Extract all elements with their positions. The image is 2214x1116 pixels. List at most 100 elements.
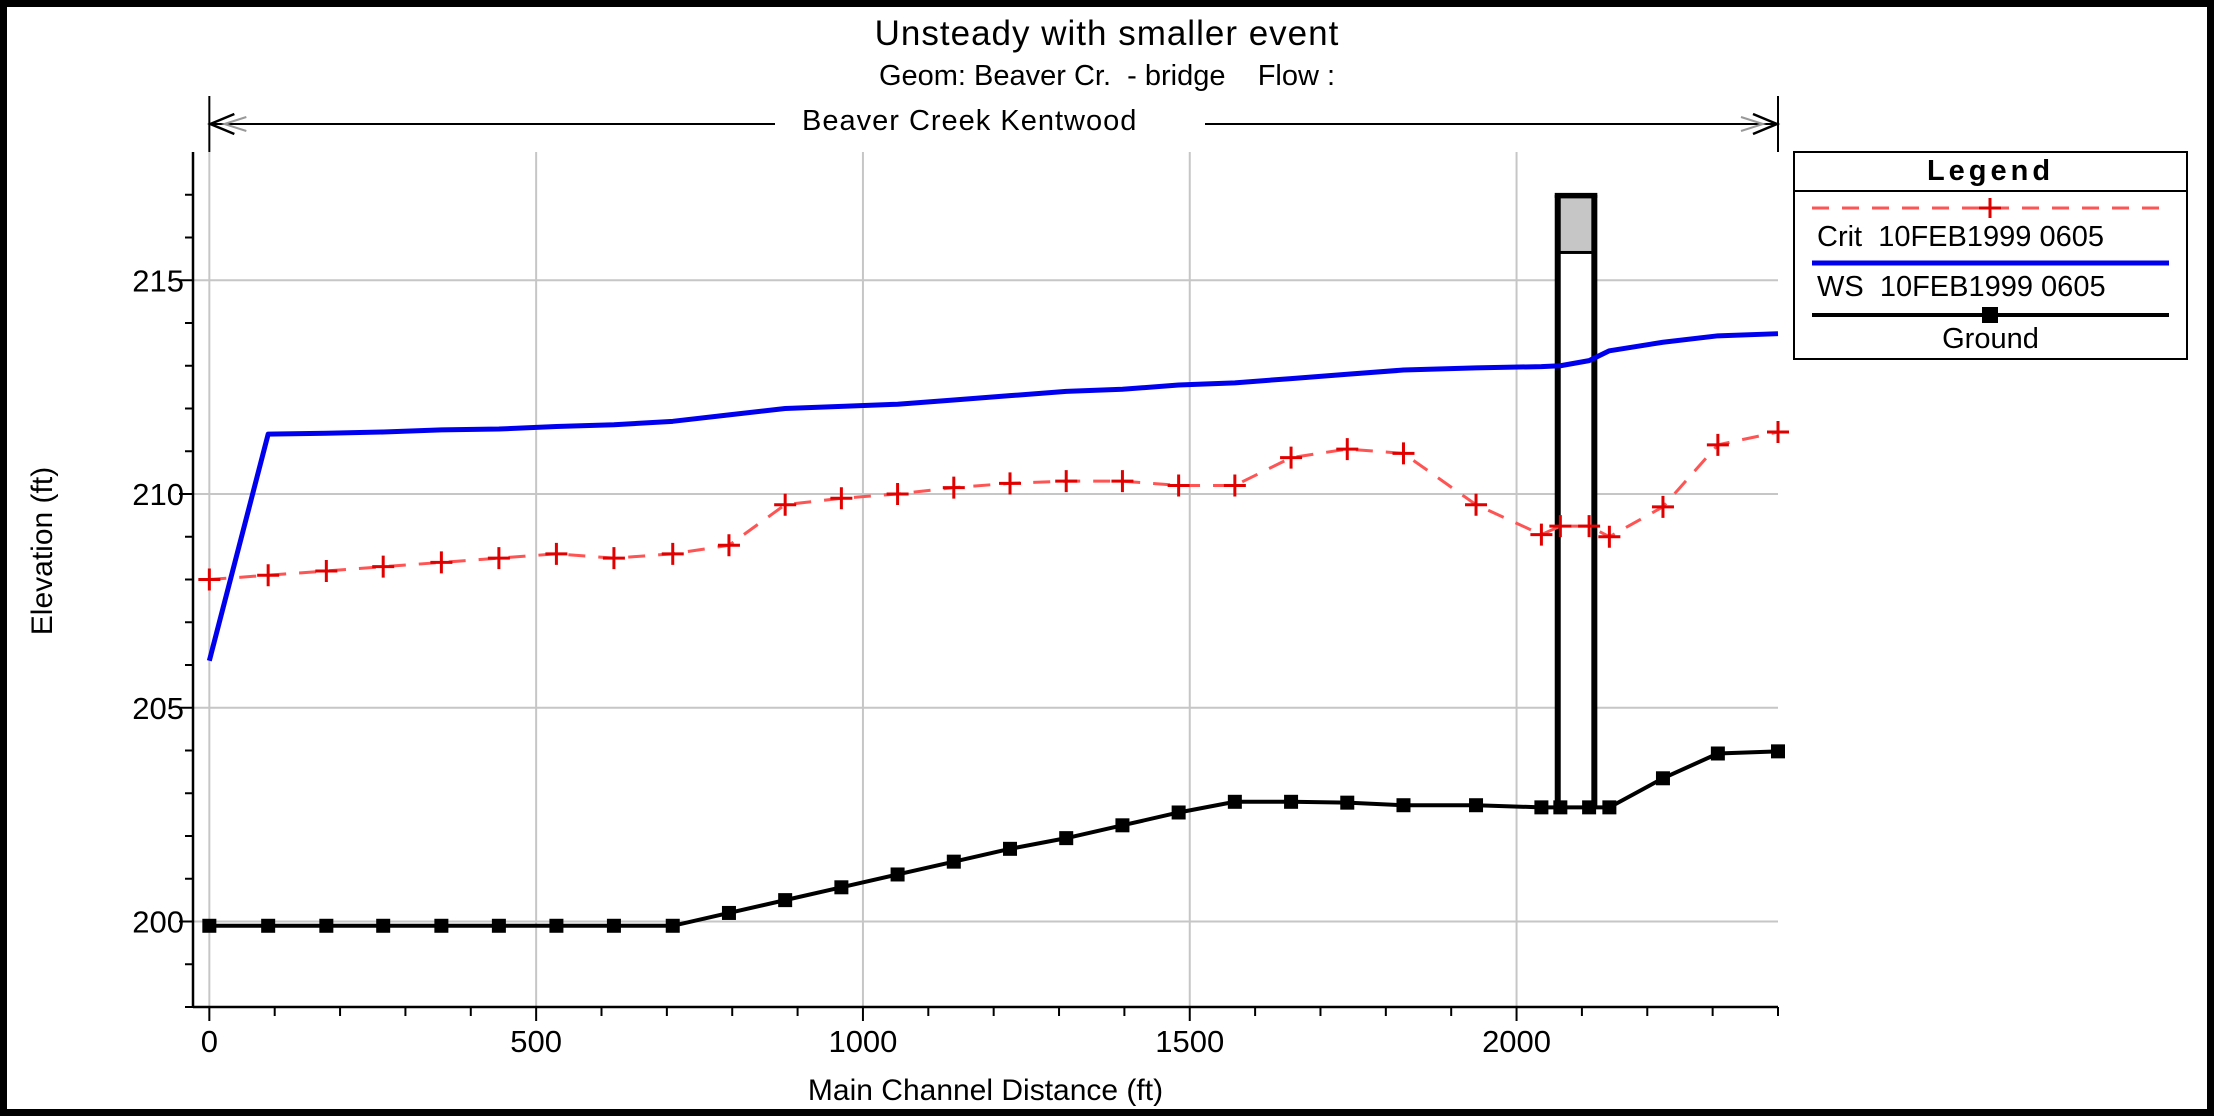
crit-plus-marker (1167, 474, 1190, 497)
bridge-deck (1556, 195, 1596, 254)
ground-square-marker (1115, 818, 1130, 833)
crit-plus-marker (1767, 421, 1789, 444)
crit-plus-marker (717, 534, 740, 557)
ground-square-marker (1534, 800, 1549, 815)
arrowhead-left-echo (221, 116, 247, 132)
crit-plus-marker (545, 542, 568, 565)
crit-plus-marker (1598, 525, 1621, 548)
ground-square-marker (1469, 798, 1484, 813)
x-tick-label: 0 (201, 1024, 218, 1059)
ground-square-marker (606, 918, 621, 933)
geom-flow-subtitle: Geom: Beaver Cr. - bridge Flow : (878, 60, 1336, 92)
ground-square-marker (778, 893, 793, 908)
x-axis-title: Main Channel Distance (ft) (808, 1074, 1163, 1107)
ground-square-marker (549, 918, 564, 933)
ground-square-marker (1003, 841, 1018, 856)
legend-ws-line-sample (1812, 260, 2169, 266)
ground-square-marker (1553, 800, 1568, 815)
crit-plus-marker (1336, 438, 1359, 461)
legend-ground-line-sample (1812, 307, 2169, 323)
ground-square-marker (261, 918, 276, 933)
crit-plus-marker (257, 564, 280, 587)
ground-square-marker (491, 918, 506, 933)
ground-square-marker (1340, 795, 1355, 810)
reach-extent-arrow (207, 96, 1781, 152)
y-axis-title: Elevation (ft) (26, 467, 59, 635)
ground-square-marker (319, 918, 334, 933)
crit-plus-marker (315, 559, 338, 582)
x-tick-label: 1000 (828, 1024, 897, 1059)
arrowhead-left (207, 112, 235, 136)
ground-square-marker (834, 880, 849, 895)
crit-plus-marker (1055, 470, 1078, 493)
y-tick-label: 205 (132, 691, 184, 726)
x-tick-label: 500 (510, 1024, 562, 1059)
legend-crit-line-sample (1812, 198, 2169, 218)
ground-square-marker (1710, 746, 1725, 761)
bridge-pier-right (1591, 194, 1598, 808)
crit-plus-marker (661, 542, 684, 565)
ground-square-marker (1771, 744, 1785, 759)
legend-box: Legend Crit 10FEB1999 0605 WS 10FEB1999 … (1793, 151, 2188, 360)
crit-plus-marker (1223, 474, 1246, 497)
y-tick-label: 210 (132, 477, 184, 512)
ground-square-marker (1284, 794, 1299, 809)
axes (179, 152, 1779, 1021)
crit-plus-marker (602, 547, 625, 570)
crit-plus-marker (487, 547, 510, 570)
crit-plus-marker (1578, 515, 1601, 538)
crit-plus-marker (1111, 470, 1134, 493)
crit-plus-marker (774, 493, 797, 516)
ground-square-marker (376, 918, 391, 933)
ground-square-marker (1227, 794, 1242, 809)
x-tick-label: 1500 (1155, 1024, 1224, 1059)
crit-plus-marker (1465, 493, 1488, 516)
ground-square-marker (1582, 800, 1597, 815)
ground-square-marker (1059, 831, 1074, 846)
legend-ws-label: WS 10FEB1999 0605 (1817, 271, 2106, 303)
ground-square-marker (946, 854, 961, 869)
gridlines (193, 152, 1778, 1007)
crit-plus-marker (1549, 515, 1572, 538)
page-title: Unsteady with smaller event (874, 14, 1340, 53)
crit-plus-marker (999, 472, 1022, 495)
bridge-pier-left (1554, 194, 1561, 808)
ground-square-marker (1171, 805, 1186, 820)
ground-square-marker (890, 867, 905, 882)
crit-plus-marker (372, 555, 395, 578)
crit-plus-marker (886, 483, 909, 505)
arrowhead-right (1752, 112, 1781, 136)
ground-square-marker (202, 918, 217, 933)
bridge-deck-top (1554, 192, 1598, 198)
bridge-structure (1554, 192, 1598, 808)
y-tick-label: 215 (132, 263, 184, 298)
crit-plus-marker (1706, 433, 1729, 456)
ground-square-marker (434, 918, 449, 933)
reach-label: Beaver Creek Kentwood (802, 105, 1138, 137)
ground-square-marker (665, 918, 680, 933)
legend-ground-label: Ground (1942, 323, 2039, 355)
ws-series (206, 331, 1779, 662)
crit-plus-marker (198, 568, 221, 591)
ground-square-marker (721, 905, 736, 920)
arrowhead-right-echo (1740, 116, 1767, 132)
legend-title: Legend (1795, 153, 2186, 192)
bridge-opening (1557, 196, 1595, 808)
x-tick-label: 2000 (1482, 1024, 1551, 1059)
ground-square-marker (1396, 798, 1411, 813)
tick-labels: 0 500 1000 1500 2000 200 205 210 215 Main Channel… (26, 263, 1551, 1107)
ground-square-marker (1602, 800, 1617, 815)
crit-plus-marker (1651, 495, 1674, 518)
ground-series (202, 744, 1785, 933)
ground-square-marker (1655, 771, 1670, 786)
crit-plus-marker (1530, 523, 1553, 546)
crit-plus-marker (830, 487, 853, 510)
y-tick-label: 200 (132, 905, 184, 940)
crit-plus-marker (430, 551, 453, 574)
crit-plus-marker (942, 476, 965, 499)
crit-plus-marker (1280, 446, 1303, 469)
legend-crit-label: Crit 10FEB1999 0605 (1817, 221, 2104, 253)
crit-plus-marker (1392, 442, 1415, 465)
